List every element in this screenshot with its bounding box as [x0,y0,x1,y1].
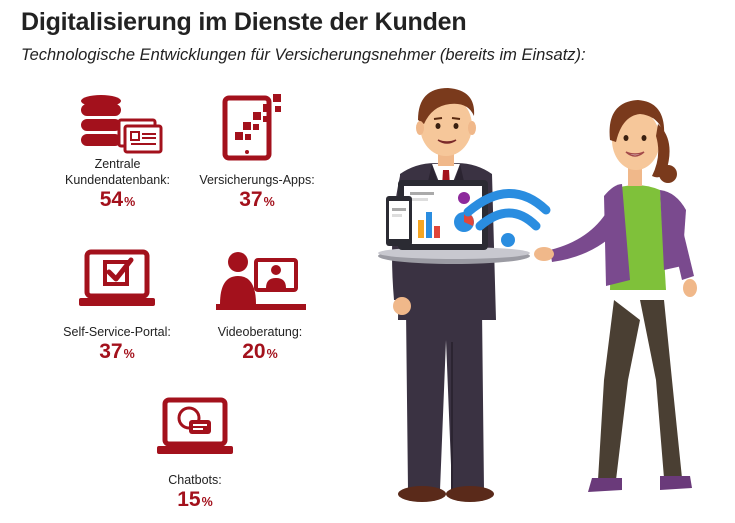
customer-figure [534,100,697,492]
stat-label: Chatbots: [168,473,222,487]
stat-value: 15% [177,488,213,511]
agent-customer-illustration [378,88,697,502]
stat-label: Self-Service-Portal: [63,325,171,339]
stat-label: Versicherungs-Apps: [199,173,315,187]
stat-insurance-apps: Versicherungs-Apps: 37% [182,92,332,214]
stat-label: Zentrale [94,157,141,171]
stat-value: 37% [99,340,135,363]
laptop-checkbox-icon [79,249,155,306]
tablet-apps-icon [222,94,281,161]
video-call-icon [216,252,306,310]
stat-value: 37% [239,188,275,211]
stat-value: 54% [99,188,136,211]
stat-customer-database: Zentrale Kundendatenbank: 54% [40,92,195,214]
page-subtitle: Technologische Entwicklungen für Versich… [21,46,586,64]
agent-figure [392,88,496,502]
stat-self-service-portal: Self-Service-Portal: 37% [42,248,192,366]
stat-label: Videoberatung: [217,325,303,339]
laptop-chat-icon [157,397,233,454]
page-title: Digitalisierung im Dienste der Kunden [21,8,467,36]
stat-value: 20% [242,340,278,363]
database-icon [80,95,162,154]
stat-label: Kundendatenbank: [65,173,170,187]
stat-chatbots: Chatbots: 15% [120,396,270,514]
wifi-icon [463,189,551,247]
stat-video-consultation: Videoberatung: 20% [180,248,340,366]
